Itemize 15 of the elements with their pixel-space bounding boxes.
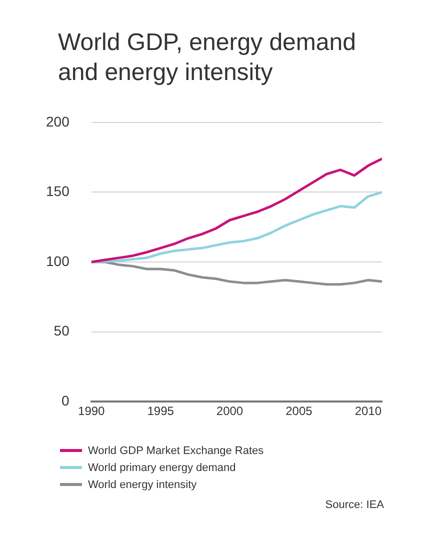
y-tick-label: 200 — [46, 113, 70, 130]
y-tick-label: 50 — [54, 322, 70, 339]
chart-title: World GDP, energy demand and energy intensity — [57, 28, 357, 88]
x-tick-label: 2010 — [354, 404, 382, 418]
legend-label: World GDP Market Exchange Rates — [88, 444, 264, 456]
x-tick-label: 1995 — [147, 404, 174, 418]
y-tick-label: 100 — [46, 252, 70, 269]
y-tick-label: 150 — [46, 183, 70, 200]
source-note: Source: IEA — [324, 498, 385, 511]
legend-label: World energy intensity — [88, 478, 197, 490]
y-tick-label: 0 — [62, 392, 70, 408]
x-tick-label: 1990 — [78, 404, 106, 418]
x-tick-label: 2000 — [216, 404, 244, 418]
legend-label: World primary energy demand — [88, 462, 236, 474]
x-tick-label: 2005 — [286, 404, 313, 418]
